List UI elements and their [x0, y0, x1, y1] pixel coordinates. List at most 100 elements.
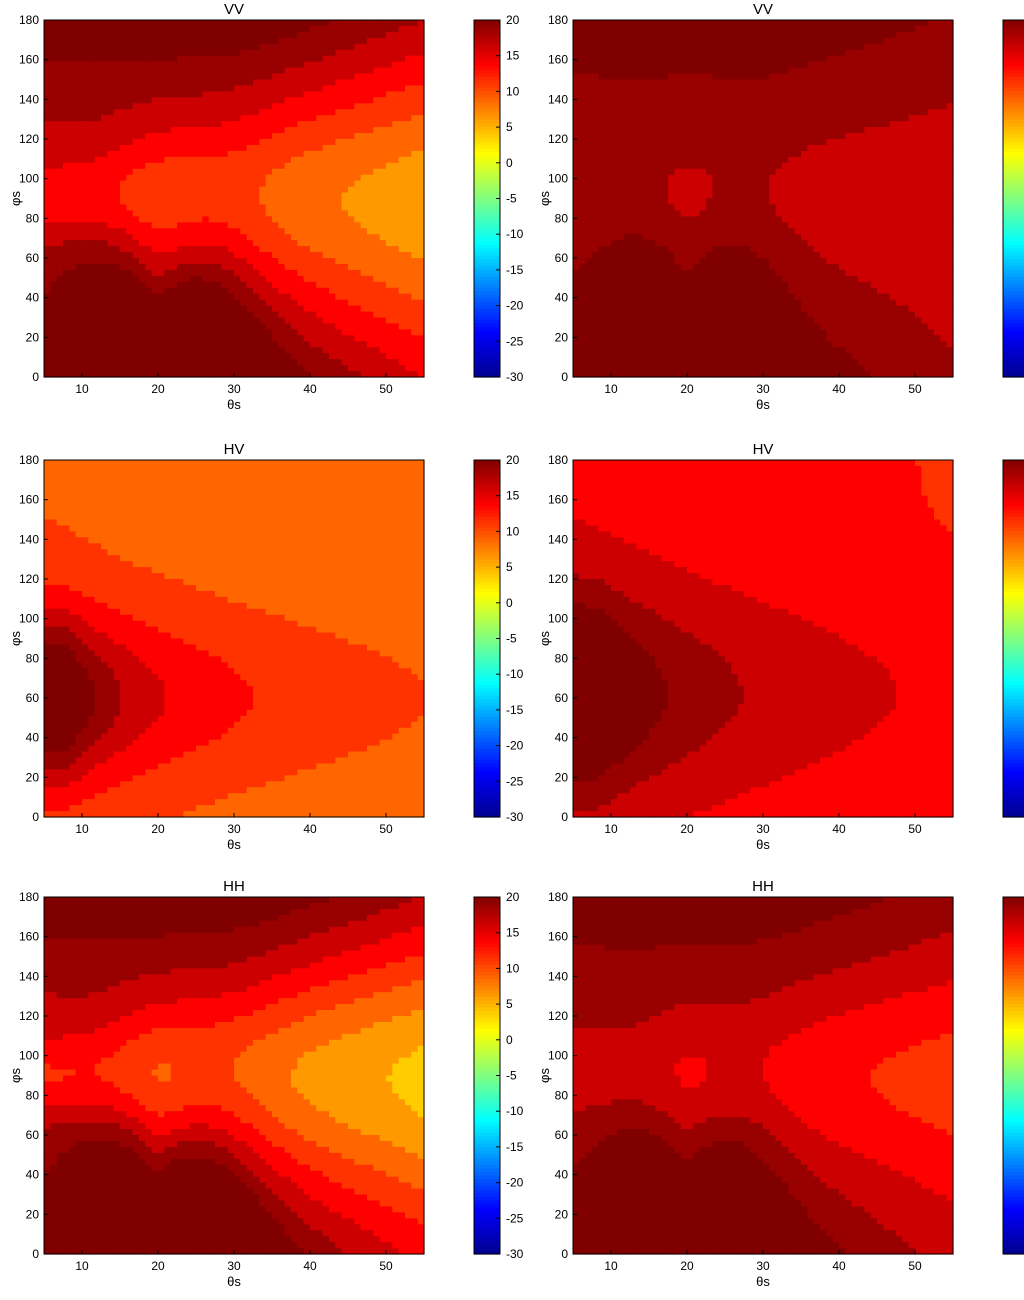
contour-cell [335, 79, 343, 87]
contour-cell [367, 43, 374, 51]
contour-cell [196, 240, 203, 247]
contour-cell [69, 97, 77, 104]
contour-cell [354, 127, 362, 134]
contour-cell [405, 228, 412, 235]
contour-cell [253, 299, 260, 307]
contour-cell [303, 127, 311, 134]
contour-cell [189, 311, 197, 319]
contour-cell [240, 311, 248, 319]
contour-cell [303, 240, 311, 247]
contour-cell [63, 353, 70, 360]
contour-cell [94, 365, 102, 372]
contour-cell [291, 186, 298, 194]
contour-cell [170, 305, 178, 313]
colorbar-segment [474, 91, 500, 96]
contour-cell [177, 341, 184, 348]
contour-cell [215, 329, 222, 336]
contour-cell [354, 97, 362, 104]
contour-cell [417, 79, 425, 87]
contour-cell [259, 162, 267, 170]
contour-cell [322, 79, 330, 87]
contour-cell [189, 228, 197, 235]
contour-cell [573, 210, 580, 217]
contour-cell [44, 317, 51, 325]
contour-cell [297, 133, 305, 140]
contour-cell [417, 359, 425, 366]
contour-cell [687, 311, 694, 319]
contour-cell [234, 85, 241, 92]
contour-cell [63, 109, 70, 116]
contour-cell [253, 281, 260, 289]
contour-cell [611, 258, 618, 265]
contour-cell [170, 139, 178, 146]
contour-cell [253, 204, 260, 211]
contour-cell [164, 311, 172, 319]
contour-cell [69, 323, 77, 330]
contour-cell [253, 234, 260, 241]
contour-cell [132, 252, 140, 259]
contour-cell [642, 198, 650, 206]
contour-cell [69, 103, 77, 110]
contour-cell [360, 55, 368, 63]
contour-cell [335, 91, 343, 98]
contour-cell [322, 144, 330, 152]
contour-cell [411, 55, 419, 63]
contour-cell [63, 317, 70, 325]
contour-cell [113, 144, 121, 152]
contour-cell [215, 109, 222, 116]
contour-cell [145, 293, 153, 301]
contour-cell [284, 139, 292, 146]
contour-cell [234, 299, 241, 307]
contour-cell [272, 61, 279, 69]
contour-cell [579, 55, 587, 63]
contour-cell [126, 305, 134, 313]
contour-cell [661, 329, 669, 336]
contour-cell [661, 234, 669, 241]
colorbar-segment [474, 112, 500, 117]
contour-cell [50, 216, 58, 223]
contour-cell [202, 49, 210, 57]
contour-cell [126, 311, 134, 319]
contour-cell [693, 371, 701, 378]
contour-cell [316, 25, 324, 33]
contour-cell [170, 246, 178, 253]
contour-cell [158, 216, 165, 223]
contour-cell [630, 97, 637, 104]
contour-cell [405, 97, 412, 104]
contour-cell [94, 67, 102, 75]
contour-cell [120, 353, 127, 360]
colorbar-tick-label: -20 [506, 299, 524, 313]
colorbar-segment [474, 109, 500, 114]
contour-cell [63, 323, 70, 330]
contour-cell [579, 156, 587, 164]
contour-cell [642, 341, 650, 348]
contour-cell [265, 323, 273, 330]
contour-cell [44, 305, 51, 313]
contour-cell [693, 49, 701, 57]
contour-cell [208, 156, 216, 164]
contour-cell [661, 335, 669, 342]
contour-cell [354, 228, 362, 235]
contour-cell [623, 305, 631, 313]
contour-cell [592, 31, 599, 39]
contour-cell [189, 252, 197, 259]
contour-cell [278, 139, 286, 146]
contour-cell [82, 216, 89, 223]
contour-cell [329, 73, 336, 81]
contour-cell [680, 252, 688, 259]
contour-cell [617, 121, 625, 128]
contour-cell [259, 115, 267, 122]
contour-cell [246, 127, 254, 134]
contour-cell [75, 91, 83, 98]
contour-cell [227, 222, 235, 229]
contour-cell [310, 263, 317, 271]
contour-cell [674, 204, 682, 211]
contour-cell [284, 43, 292, 51]
contour-cell [674, 299, 682, 307]
contour-cell [246, 121, 254, 128]
contour-cell [56, 222, 64, 229]
contour-cell [598, 61, 606, 69]
contour-cell [592, 91, 599, 98]
contour-cell [373, 287, 381, 295]
contour-cell [227, 275, 235, 283]
